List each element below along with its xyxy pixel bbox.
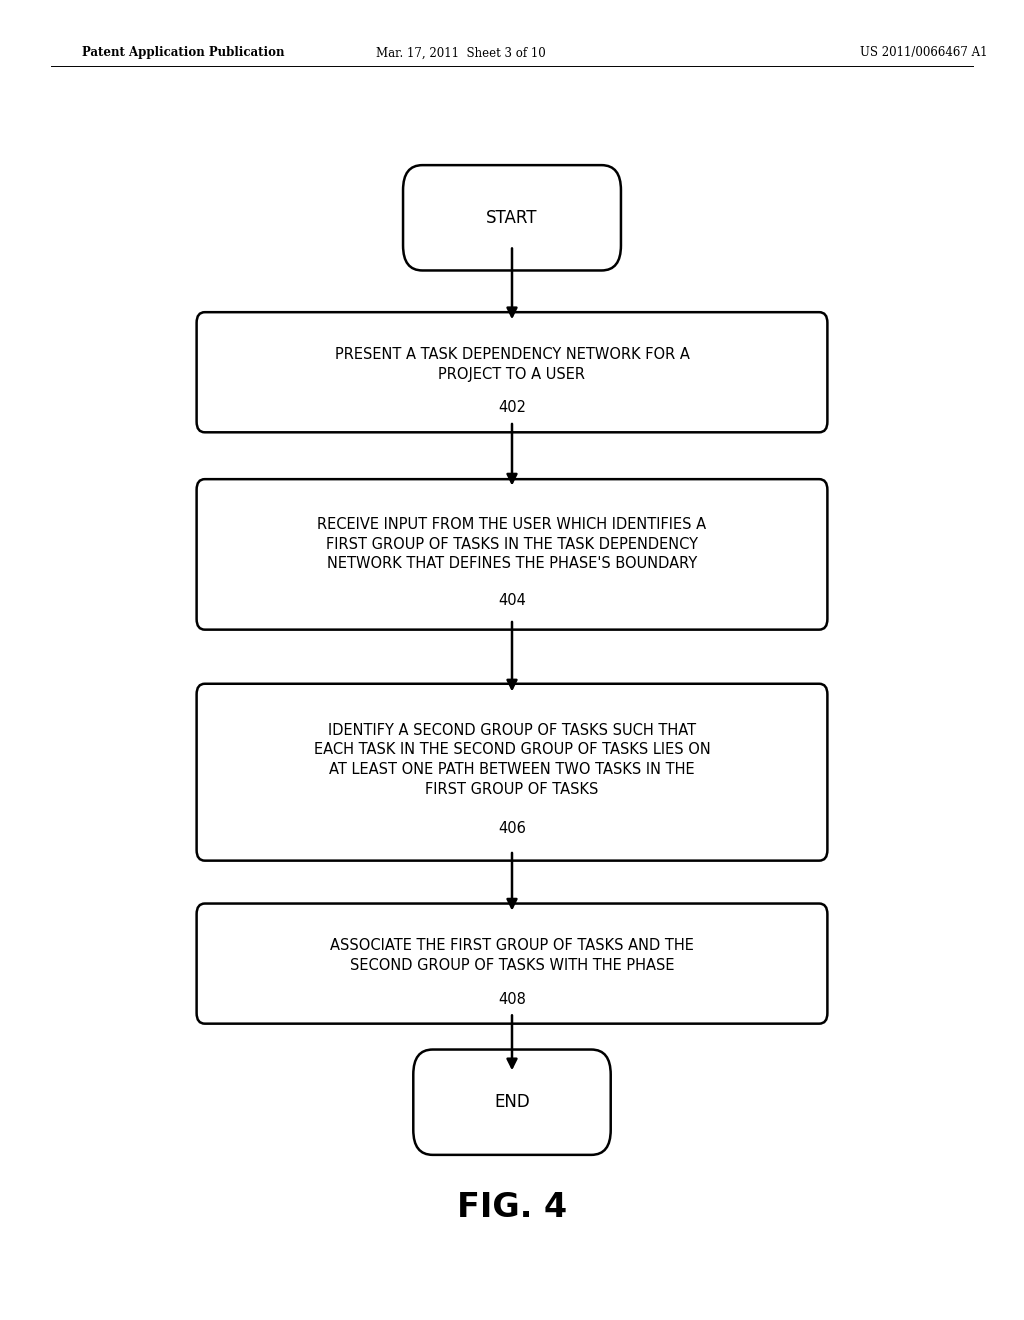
- Text: RECEIVE INPUT FROM THE USER WHICH IDENTIFIES A
FIRST GROUP OF TASKS IN THE TASK : RECEIVE INPUT FROM THE USER WHICH IDENTI…: [317, 516, 707, 572]
- Text: 402: 402: [498, 400, 526, 416]
- Text: END: END: [495, 1093, 529, 1111]
- Text: PRESENT A TASK DEPENDENCY NETWORK FOR A
PROJECT TO A USER: PRESENT A TASK DEPENDENCY NETWORK FOR A …: [335, 347, 689, 381]
- FancyBboxPatch shape: [197, 479, 827, 630]
- Text: IDENTIFY A SECOND GROUP OF TASKS SUCH THAT
EACH TASK IN THE SECOND GROUP OF TASK: IDENTIFY A SECOND GROUP OF TASKS SUCH TH…: [313, 722, 711, 797]
- Text: START: START: [486, 209, 538, 227]
- Text: 404: 404: [498, 594, 526, 609]
- Text: 408: 408: [498, 991, 526, 1007]
- Text: US 2011/0066467 A1: US 2011/0066467 A1: [860, 46, 988, 59]
- Text: Patent Application Publication: Patent Application Publication: [82, 46, 285, 59]
- FancyBboxPatch shape: [403, 165, 621, 271]
- Text: FIG. 4: FIG. 4: [457, 1191, 567, 1225]
- FancyBboxPatch shape: [197, 903, 827, 1024]
- Text: Mar. 17, 2011  Sheet 3 of 10: Mar. 17, 2011 Sheet 3 of 10: [376, 46, 546, 59]
- Text: 406: 406: [498, 821, 526, 836]
- Text: ASSOCIATE THE FIRST GROUP OF TASKS AND THE
SECOND GROUP OF TASKS WITH THE PHASE: ASSOCIATE THE FIRST GROUP OF TASKS AND T…: [330, 939, 694, 973]
- FancyBboxPatch shape: [414, 1049, 610, 1155]
- FancyBboxPatch shape: [197, 684, 827, 861]
- FancyBboxPatch shape: [197, 313, 827, 433]
